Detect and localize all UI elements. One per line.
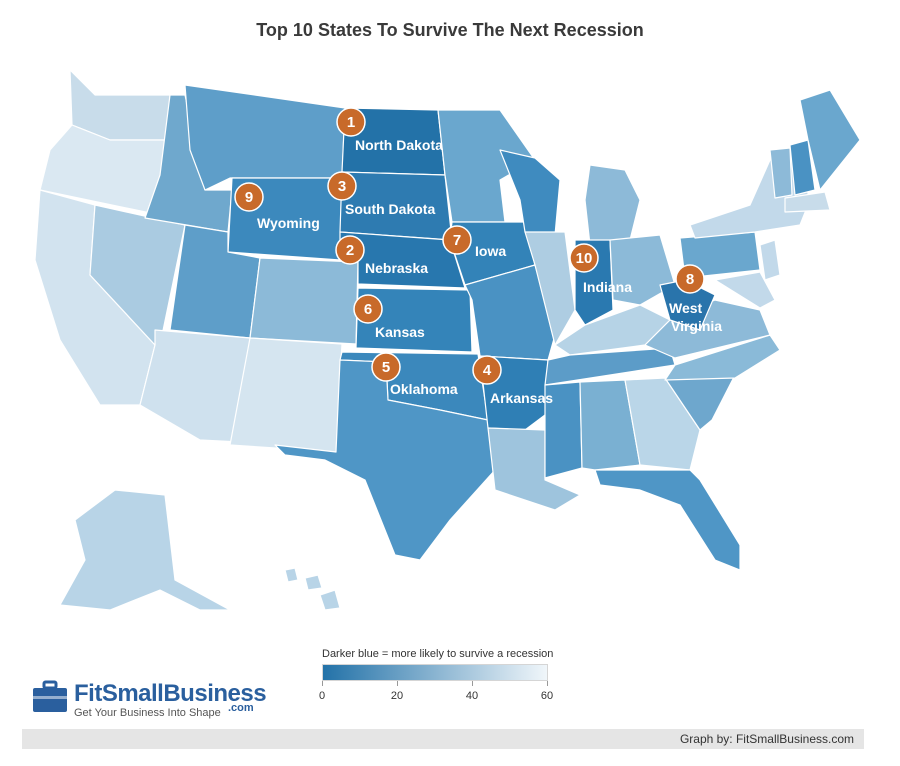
map-title: Top 10 States To Survive The Next Recess…	[256, 20, 644, 40]
legend-tick-mark	[547, 681, 548, 686]
rank-badge-arkansas	[472, 355, 502, 385]
rank-badge-wyoming	[234, 182, 264, 212]
rank-badge-kansas	[353, 294, 383, 324]
rank-number-iowa: 7	[453, 232, 461, 249]
state-florida	[594, 469, 741, 571]
logo-suffix: .com	[228, 702, 254, 714]
state-label-indiana: Indiana	[583, 279, 632, 295]
state-label-arkansas: Arkansas	[490, 390, 553, 406]
state-massachusetts	[784, 191, 831, 213]
state-georgia	[624, 377, 701, 471]
state-kansas	[355, 287, 473, 353]
legend-tick-label: 20	[390, 690, 404, 702]
legend-tick-label: 0	[318, 690, 326, 702]
logo-tagline: Get Your Business Into Shape	[74, 707, 221, 719]
rank-badge-nebraska	[335, 235, 365, 265]
state-alaska	[59, 489, 231, 611]
state-label-oklahoma: Oklahoma	[390, 381, 458, 397]
rank-number-south-dakota: 3	[338, 178, 346, 195]
rank-badge-west-virginia	[675, 264, 705, 294]
state-hawaii-2	[304, 574, 323, 591]
legend-tick-label: 40	[465, 690, 479, 702]
state-michigan	[584, 164, 641, 246]
state-label-north-dakota: North Dakota	[355, 137, 443, 153]
logo-name: FitSmallBusiness	[74, 680, 267, 707]
rank-number-oklahoma: 5	[382, 359, 390, 376]
state-maryland	[714, 271, 776, 309]
state-hawaii-3	[319, 589, 341, 611]
legend-tick-mark	[472, 681, 473, 686]
fitsmallbusiness-logo: FitSmallBusiness Get Your Business Into …	[32, 680, 272, 724]
state-label-iowa: Iowa	[475, 243, 506, 259]
state-texas	[274, 359, 496, 561]
rank-badge-indiana	[569, 243, 599, 273]
state-minnesota	[437, 109, 536, 223]
graph-credit: Graph by: FitSmallBusiness.com	[679, 732, 854, 746]
state-label-south-dakota: South Dakota	[345, 201, 435, 217]
rank-badge-iowa	[442, 225, 472, 255]
state-label-west-virginia: Virginia	[671, 318, 722, 334]
rank-number-north-dakota: 1	[347, 114, 355, 131]
rank-number-indiana: 10	[576, 250, 593, 267]
rank-number-arkansas: 4	[483, 362, 492, 379]
legend-tick-mark	[397, 681, 398, 686]
legend-title: Darker blue = more likely to survive a r…	[322, 648, 554, 660]
state-illinois	[524, 231, 576, 346]
rank-number-wyoming: 9	[245, 189, 253, 206]
rank-badge-south-dakota	[327, 171, 357, 201]
state-label-nebraska: Nebraska	[365, 260, 428, 276]
state-montana	[184, 84, 346, 191]
state-label-kansas: Kansas	[375, 324, 425, 340]
state-label-west-virginia: West	[669, 300, 703, 316]
state-maine	[799, 89, 861, 191]
legend-tick-mark	[322, 681, 323, 686]
legend-tick-label: 60	[540, 690, 554, 702]
state-colorado	[249, 257, 359, 345]
state-new-mexico	[229, 337, 343, 453]
state-new-jersey	[759, 239, 781, 281]
footer-bar: Graph by: FitSmallBusiness.com	[22, 729, 864, 749]
rank-number-west-virginia: 8	[686, 271, 694, 288]
rank-badge-north-dakota	[336, 107, 366, 137]
state-vermont	[769, 147, 793, 199]
rank-number-kansas: 6	[364, 301, 372, 318]
state-alabama	[579, 379, 641, 471]
state-new-hampshire	[789, 139, 816, 196]
state-hawaii-1	[284, 567, 299, 583]
state-ohio	[609, 234, 676, 306]
briefcase-icon	[33, 680, 67, 712]
state-virginia	[644, 299, 771, 359]
legend-color-scale	[322, 664, 548, 681]
rank-number-nebraska: 2	[346, 242, 354, 259]
state-label-wyoming: Wyoming	[257, 215, 320, 231]
rank-badge-oklahoma	[371, 352, 401, 382]
state-mississippi	[544, 381, 583, 479]
state-north-carolina	[664, 334, 781, 381]
